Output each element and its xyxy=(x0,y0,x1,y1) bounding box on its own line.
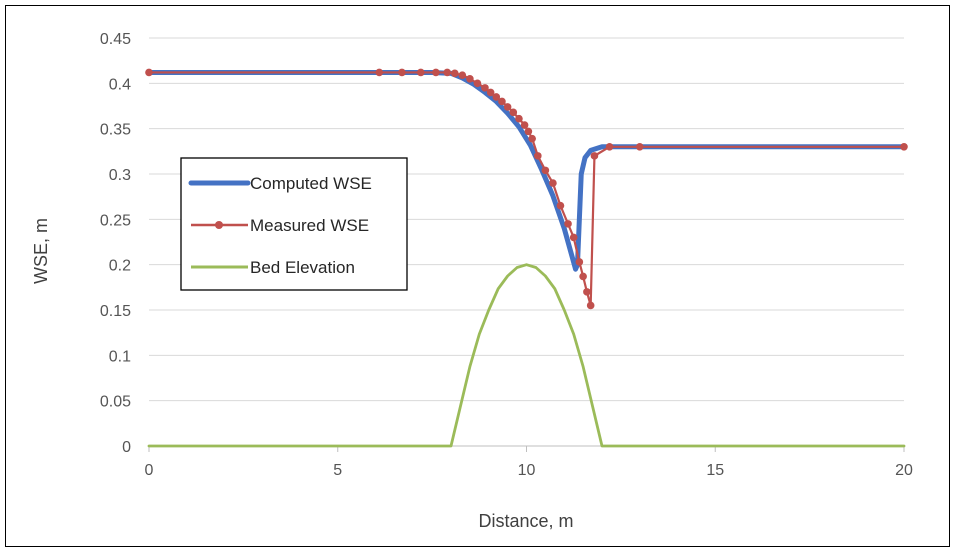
data-point-measured-wse xyxy=(145,68,153,77)
y-tick-label: 0 xyxy=(122,439,131,456)
gridlines xyxy=(149,37,904,402)
tick-labels: 0 0.05 0.1 0.15 0.2 0.25 0.3 0.35 0.4 0.45 0 5 10 15 2… xyxy=(100,31,913,479)
data-point-measured-wse xyxy=(586,301,595,310)
x-tick-label: 10 xyxy=(518,462,536,479)
data-point-measured-wse xyxy=(564,220,572,228)
data-point-measured-wse xyxy=(569,233,578,242)
data-point-measured-wse xyxy=(486,88,495,97)
x-tick-label: 0 xyxy=(145,462,154,479)
data-point-measured-wse xyxy=(605,143,614,151)
data-point-measured-wse xyxy=(579,272,587,281)
data-point-measured-wse xyxy=(556,201,565,210)
data-point-measured-wse xyxy=(590,152,599,160)
data-point-measured-wse xyxy=(583,288,591,296)
series-line-bed-elevation xyxy=(147,263,906,448)
legend-label-bed-elevation: Bed Elevation xyxy=(250,258,355,277)
data-point-measured-wse xyxy=(534,152,542,160)
data-point-measured-wse xyxy=(528,134,536,143)
y-tick-label: 0.35 xyxy=(100,122,131,139)
data-point-measured-wse xyxy=(900,143,908,151)
data-point-measured-wse xyxy=(498,97,506,106)
data-point-measured-wse xyxy=(481,84,489,92)
data-point-measured-wse xyxy=(375,68,384,77)
data-point-measured-wse xyxy=(635,143,644,151)
y-tick-label: 0.2 xyxy=(109,258,131,275)
legend-marker-measured-wse xyxy=(215,221,223,229)
data-point-measured-wse xyxy=(509,108,518,117)
series-layer xyxy=(145,68,908,448)
legend-label-measured-wse: Measured WSE xyxy=(250,216,369,235)
data-point-measured-wse xyxy=(503,103,512,111)
y-tick-label: 0.4 xyxy=(109,76,131,93)
y-tick-label: 0.3 xyxy=(109,167,131,184)
y-tick-label: 0.45 xyxy=(100,31,131,48)
data-point-measured-wse xyxy=(520,121,529,129)
data-point-measured-wse xyxy=(549,179,557,187)
data-point-measured-wse xyxy=(398,68,406,77)
data-point-measured-wse xyxy=(575,258,584,266)
data-point-measured-wse xyxy=(541,166,550,175)
y-tick-label: 0.1 xyxy=(109,348,131,365)
legend: Computed WSE Measured WSE Bed Elevation xyxy=(180,157,408,291)
data-point-measured-wse xyxy=(417,68,425,77)
x-axis-title: Distance, m xyxy=(478,511,573,531)
data-point-measured-wse xyxy=(458,71,467,79)
x-tick-label: 15 xyxy=(706,462,724,479)
chart-frame xyxy=(5,5,950,547)
y-tick-label: 0.05 xyxy=(100,394,131,411)
data-point-measured-wse xyxy=(466,75,474,83)
y-tick-label: 0.15 xyxy=(100,303,131,320)
data-point-measured-wse xyxy=(515,114,523,123)
x-tick-label: 5 xyxy=(333,462,342,479)
data-point-measured-wse xyxy=(473,79,482,88)
series-line-measured-wse xyxy=(147,71,906,307)
y-tick-label: 0.25 xyxy=(100,212,131,229)
legend-label-computed-wse: Computed WSE xyxy=(250,174,372,193)
x-tick-label: 20 xyxy=(895,462,913,479)
data-point-measured-wse xyxy=(450,69,459,78)
data-point-measured-wse xyxy=(524,127,533,136)
data-point-measured-wse xyxy=(432,68,440,77)
data-point-measured-wse xyxy=(492,93,501,101)
data-point-measured-wse xyxy=(443,68,452,77)
y-axis-title: WSE, m xyxy=(31,218,51,284)
